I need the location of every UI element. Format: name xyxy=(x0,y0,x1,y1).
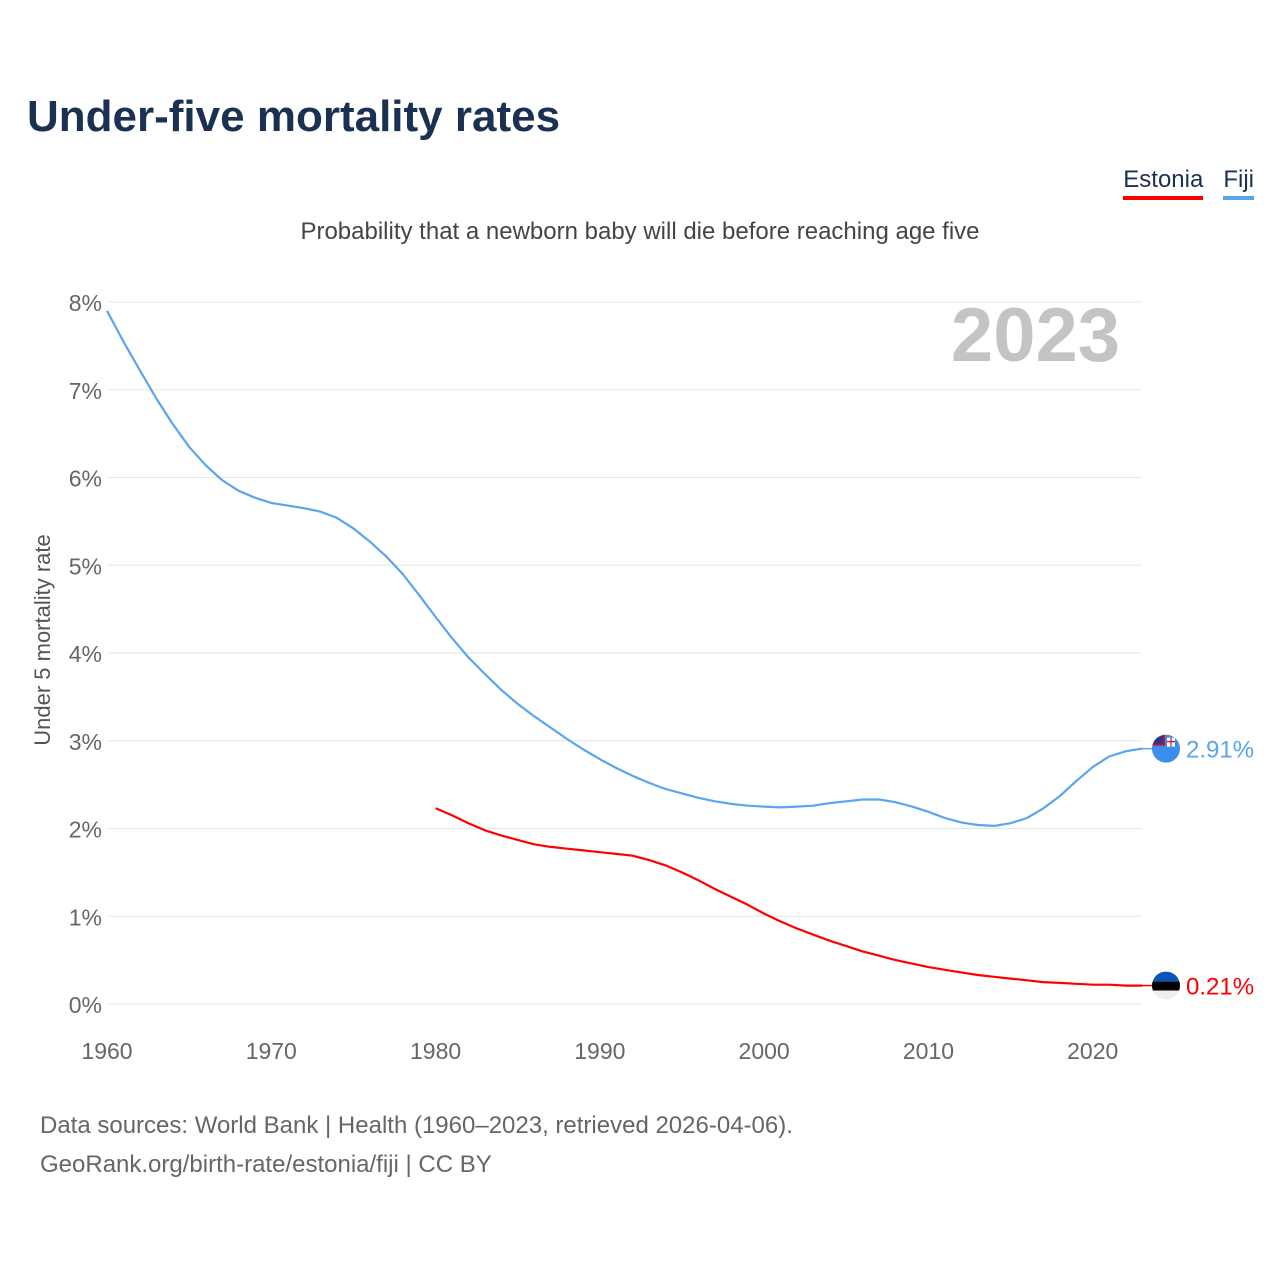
series-line-estonia xyxy=(435,807,1142,987)
y-tick-label: 0% xyxy=(69,992,102,1018)
end-value-label-estonia: 0.21% xyxy=(1186,974,1254,1001)
y-tick-label: 1% xyxy=(69,904,102,930)
source-note: Data sources: World Bank | Health (1960–… xyxy=(40,1106,793,1184)
end-value-label-fiji: 2.91% xyxy=(1186,737,1254,764)
legend-item-estonia[interactable]: Estonia xyxy=(1123,166,1204,200)
chart-subtitle: Probability that a newborn baby will die… xyxy=(300,218,980,245)
y-tick-label: 8% xyxy=(69,290,102,316)
source-line-2[interactable]: GeoRank.org/birth-rate/estonia/fiji | CC… xyxy=(40,1151,492,1178)
y-tick-label: 6% xyxy=(69,466,102,492)
y-tick-label: 4% xyxy=(69,641,102,667)
legend-item-fiji[interactable]: Fiji xyxy=(1223,166,1254,200)
x-tick-label: 2000 xyxy=(739,1038,790,1064)
chart-title: Under-five mortality rates xyxy=(27,92,561,141)
legend: Estonia Fiji xyxy=(1123,166,1254,200)
x-tick-label: 1960 xyxy=(81,1038,132,1064)
year-watermark: 2023 xyxy=(951,293,1120,378)
y-tick-label: 7% xyxy=(69,378,102,404)
y-tick-label: 2% xyxy=(69,817,102,843)
x-tick-label: 2020 xyxy=(1067,1038,1118,1064)
series-line-fiji xyxy=(106,310,1143,828)
x-tick-label: 1970 xyxy=(246,1038,297,1064)
y-axis-label: Under 5 mortality rate xyxy=(30,534,55,746)
fiji-flag-icon xyxy=(1152,734,1180,763)
y-tick-label: 5% xyxy=(69,553,102,579)
source-line-1: Data sources: World Bank | Health (1960–… xyxy=(40,1112,793,1139)
x-tick-label: 2010 xyxy=(903,1038,954,1064)
y-tick-label: 3% xyxy=(69,729,102,755)
estonia-flag-icon xyxy=(1152,971,1180,1000)
x-tick-label: 1980 xyxy=(410,1038,461,1064)
x-tick-label: 1990 xyxy=(574,1038,625,1064)
